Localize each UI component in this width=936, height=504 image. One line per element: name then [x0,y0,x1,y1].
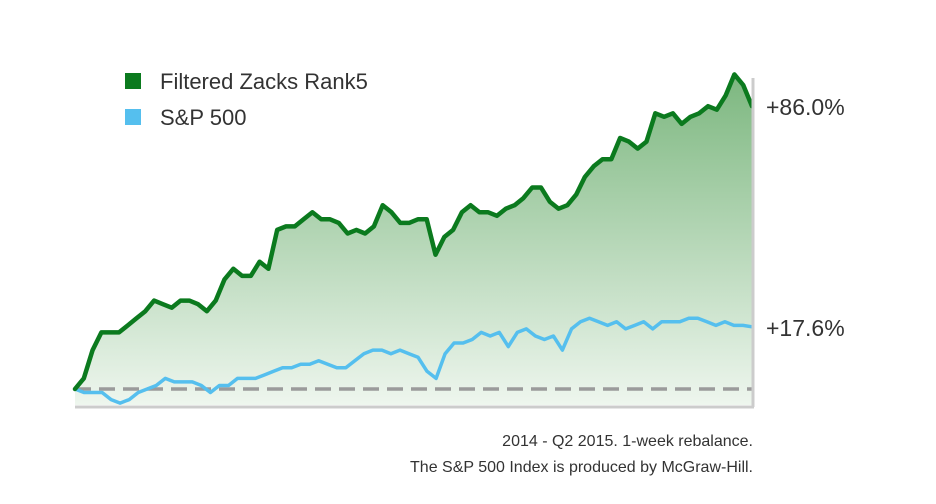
legend-label-series-1: S&P 500 [160,105,246,130]
end-label-series-0: +86.0% [766,94,845,120]
legend-swatch-series-0 [125,73,141,89]
series-line-0 [72,72,755,392]
legend-label-series-0: Filtered Zacks Rank5 [160,69,368,94]
series-layer [72,72,755,405]
footnote-line-1: 2014 - Q2 2015. 1-week rebalance. [502,433,753,450]
footnote-line-2: The S&P 500 Index is produced by McGraw-… [410,459,753,476]
series-line-1 [73,316,754,405]
legend: Filtered Zacks Rank5 S&P 500 [125,69,368,130]
legend-swatch-series-1 [125,109,141,125]
end-label-series-1: +17.6% [766,315,845,341]
